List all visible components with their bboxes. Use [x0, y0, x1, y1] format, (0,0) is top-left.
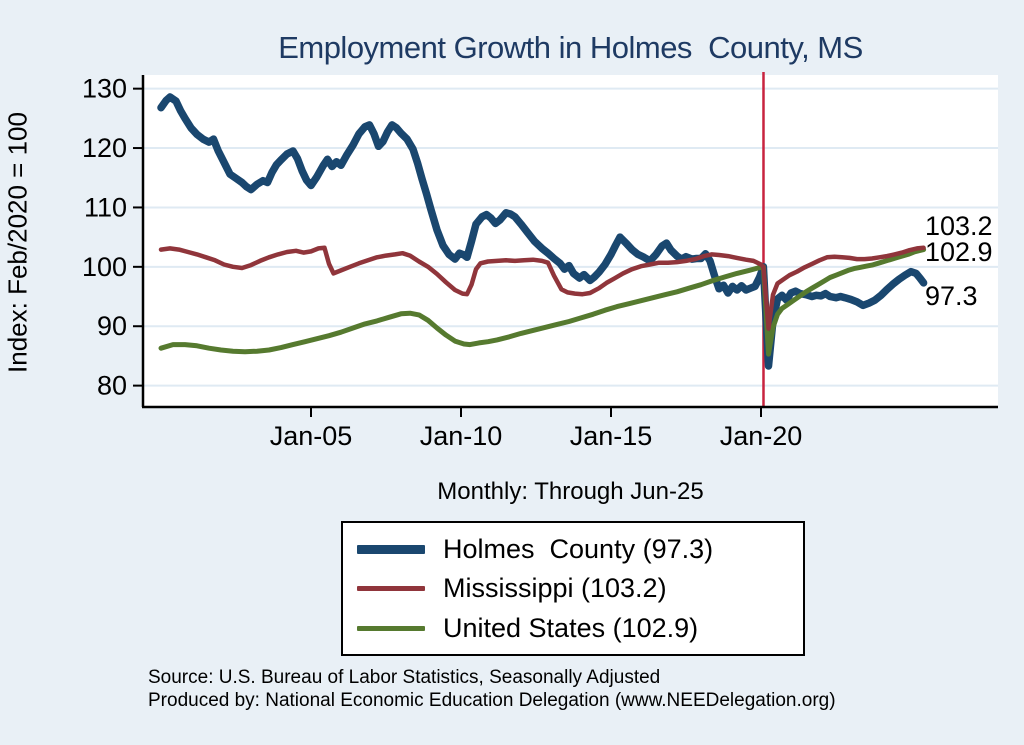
source-line-2: Produced by: National Economic Education…: [148, 690, 836, 711]
series-line-mississippi: [158, 245, 926, 331]
legend-item-mississippi: Mississippi (103.2): [343, 573, 803, 604]
united-states-line-swatch: [357, 625, 425, 631]
x-axis-subtitle: Monthly: Through Jun-25: [437, 478, 704, 505]
plot-area: [143, 75, 998, 407]
y-tick-label-100: 100: [82, 252, 127, 282]
holmes-county-line-swatch: [357, 544, 425, 554]
end-label-holmes-county: 97.3: [925, 281, 978, 311]
series-line-holmes-county: [157, 93, 928, 370]
y-axis-title: Index: Feb/2020 = 100: [2, 112, 33, 373]
legend-label-holmes-county: Holmes County (97.3): [443, 533, 714, 564]
end-label-united-states: 102.9: [925, 237, 993, 267]
y-tick-label-130: 130: [82, 74, 127, 104]
series-line-united-states: [158, 247, 927, 357]
legend-item-holmes-county: Holmes County (97.3): [343, 534, 803, 565]
source-line-1: Source: U.S. Bureau of Labor Statistics,…: [148, 667, 661, 688]
mississippi-line-swatch: [357, 586, 425, 591]
legend-label-mississippi: Mississippi (103.2): [443, 573, 667, 603]
end-label-mississippi: 103.2: [925, 211, 993, 241]
x-tick-label-Jan-20: Jan-20: [720, 421, 803, 451]
chart-title: Employment Growth in Holmes County, MS: [278, 30, 863, 65]
legend: Holmes County (97.3) Mississippi (103.2)…: [341, 521, 805, 656]
source-note: Source: U.S. Bureau of Labor Statistics,…: [148, 666, 836, 712]
x-tick-label-Jan-15: Jan-15: [570, 421, 653, 451]
x-tick-label-Jan-10: Jan-10: [420, 421, 503, 451]
y-tick-label-80: 80: [97, 371, 127, 401]
y-tick-label-120: 120: [82, 133, 127, 163]
legend-item-united-states: United States (102.9): [343, 613, 803, 644]
y-tick-label-110: 110: [84, 192, 127, 222]
legend-label-united-states: United States (102.9): [443, 612, 699, 643]
y-tick-label-90: 90: [97, 311, 127, 341]
x-tick-label-Jan-05: Jan-05: [270, 421, 353, 451]
